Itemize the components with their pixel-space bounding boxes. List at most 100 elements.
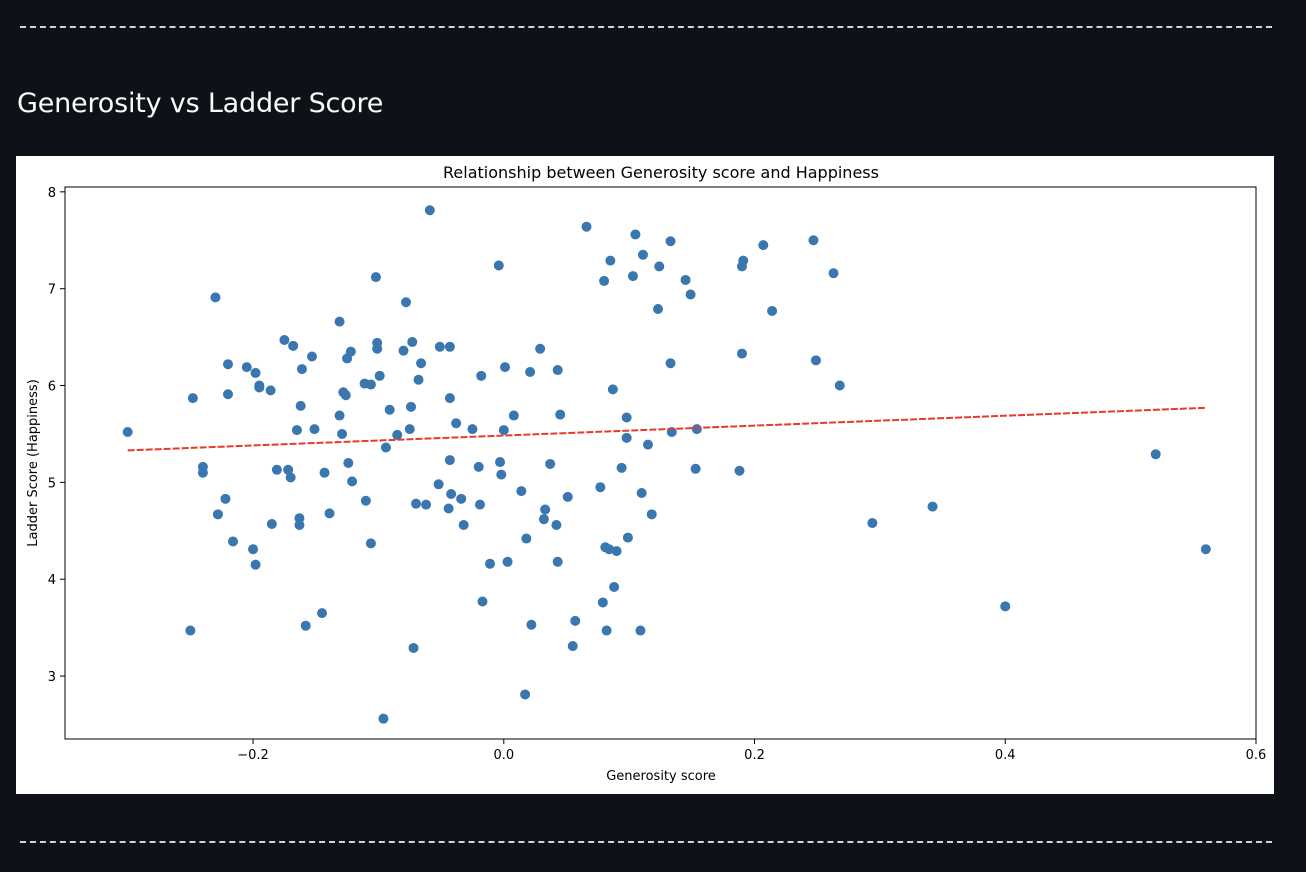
data-point	[627, 271, 638, 282]
data-point	[476, 370, 487, 381]
data-point	[122, 427, 133, 438]
data-point	[758, 240, 769, 251]
data-point	[227, 536, 238, 547]
data-point	[222, 389, 233, 400]
data-point	[520, 689, 531, 700]
data-point	[271, 464, 282, 475]
data-point	[595, 482, 606, 493]
data-point	[456, 493, 467, 504]
chart-title: Relationship between Generosity score an…	[443, 163, 879, 182]
data-point	[248, 544, 259, 555]
data-point	[360, 495, 371, 506]
data-point	[288, 340, 299, 351]
data-point	[601, 625, 612, 636]
data-point	[555, 409, 566, 420]
data-point	[525, 366, 536, 377]
data-point	[496, 469, 507, 480]
data-point	[652, 304, 663, 315]
data-point	[283, 464, 294, 475]
data-point	[484, 558, 495, 569]
data-point	[250, 559, 261, 570]
data-point	[300, 620, 311, 631]
x-tick-label: 0.6	[1246, 748, 1267, 763]
data-point	[285, 472, 296, 483]
top-divider	[20, 26, 1272, 28]
data-point	[1000, 601, 1011, 612]
data-point	[616, 462, 627, 473]
data-point	[291, 425, 302, 436]
data-point	[552, 365, 563, 376]
data-point	[635, 625, 646, 636]
data-point	[365, 538, 376, 549]
x-tick-label: 0.2	[744, 748, 765, 763]
data-point	[444, 455, 455, 466]
data-point	[607, 384, 618, 395]
data-point	[516, 486, 527, 497]
data-point	[552, 556, 563, 567]
y-axis-label: Ladder Score (Happiness)	[26, 379, 41, 547]
data-point	[421, 499, 432, 510]
bottom-divider	[20, 841, 1272, 843]
data-point	[495, 457, 506, 468]
x-tick-label: 0.0	[493, 748, 514, 763]
data-point	[597, 597, 608, 608]
data-point	[265, 385, 276, 396]
data-point	[867, 518, 878, 529]
y-tick-label: 4	[48, 573, 56, 588]
data-point	[210, 292, 221, 303]
x-tick-label: −0.2	[237, 748, 269, 763]
data-point	[622, 532, 633, 543]
data-point	[538, 514, 549, 525]
data-point	[736, 348, 747, 359]
data-point	[433, 479, 444, 490]
data-point	[347, 476, 358, 487]
data-point	[808, 235, 819, 246]
data-point	[185, 625, 196, 636]
data-point	[241, 362, 252, 373]
data-point	[413, 374, 424, 385]
data-point	[738, 255, 749, 266]
data-point	[691, 424, 702, 435]
data-point	[317, 608, 328, 619]
data-point	[266, 519, 277, 530]
x-axis: −0.2 0.0 0.2 0.4 0.6	[237, 739, 1266, 763]
data-point	[535, 343, 546, 354]
data-point	[526, 619, 537, 630]
data-point	[477, 596, 488, 607]
data-point	[1150, 449, 1161, 460]
data-point	[404, 424, 415, 435]
data-point	[187, 393, 198, 404]
data-point	[500, 362, 511, 373]
data-point	[384, 404, 395, 415]
data-point	[581, 221, 592, 232]
data-point	[443, 503, 454, 514]
data-point	[630, 229, 641, 240]
data-point	[493, 260, 504, 271]
data-point	[690, 463, 701, 474]
data-point	[324, 508, 335, 519]
data-point	[370, 272, 381, 283]
x-axis-label: Generosity score	[606, 769, 716, 784]
data-point	[540, 504, 551, 515]
data-point	[254, 382, 265, 393]
data-point	[398, 345, 409, 356]
data-point	[374, 370, 385, 381]
data-point	[309, 424, 320, 435]
data-point	[637, 249, 648, 260]
data-point	[498, 425, 509, 436]
data-point	[621, 412, 632, 423]
data-point	[334, 410, 345, 421]
data-point	[451, 418, 462, 429]
data-point	[474, 499, 485, 510]
data-point	[473, 461, 484, 472]
data-point	[401, 297, 412, 308]
plot-frame	[64, 186, 1257, 740]
data-point	[599, 275, 610, 286]
data-point	[646, 509, 657, 520]
chart-figure: Relationship between Generosity score an…	[16, 156, 1274, 794]
data-point	[295, 400, 306, 411]
data-point	[562, 491, 573, 502]
y-tick-label: 6	[48, 380, 56, 395]
data-point	[365, 379, 376, 390]
data-point	[372, 337, 383, 348]
